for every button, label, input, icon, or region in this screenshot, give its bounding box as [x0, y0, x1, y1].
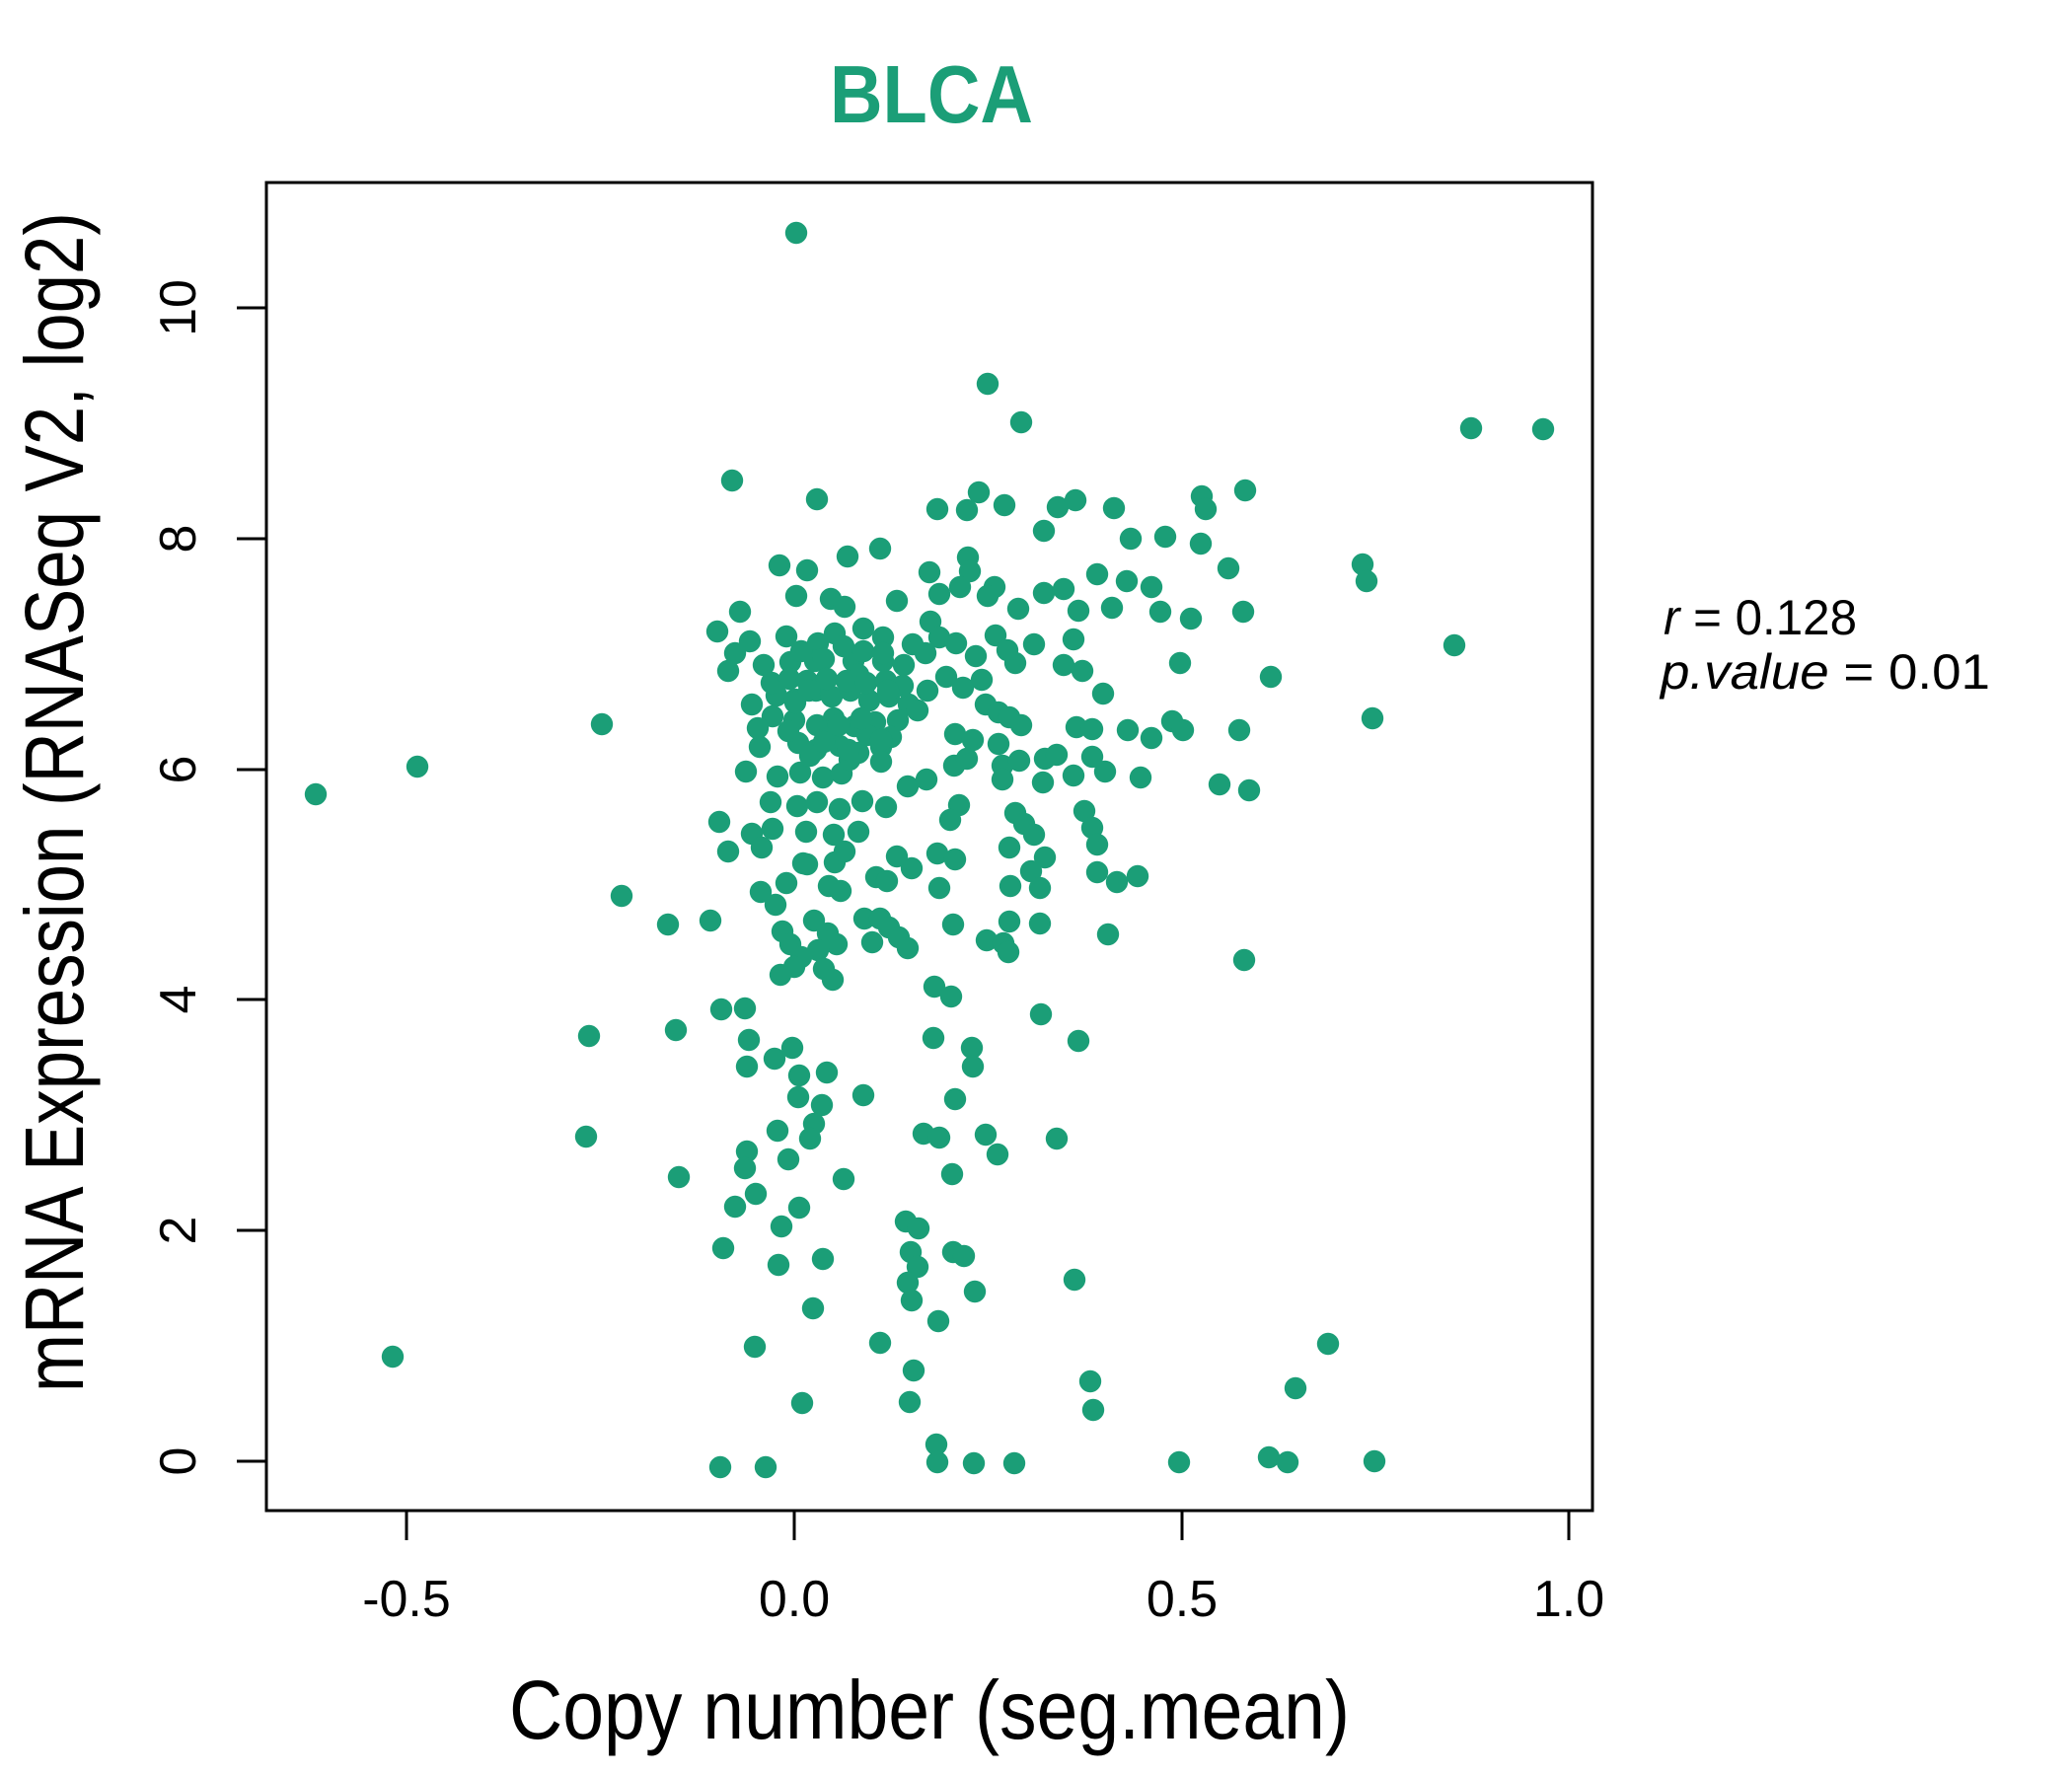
svg-text:Copy number (seg.mean): Copy number (seg.mean) [509, 1664, 1350, 1756]
svg-text:10: 10 [150, 279, 207, 336]
svg-text:2: 2 [150, 1217, 207, 1245]
svg-text:p.value = 0.01: p.value = 0.01 [1659, 644, 1990, 700]
svg-text:-0.5: -0.5 [362, 1571, 451, 1628]
svg-text:8: 8 [150, 525, 207, 554]
svg-text:0: 0 [150, 1447, 207, 1476]
svg-text:4: 4 [150, 986, 207, 1014]
svg-text:6: 6 [150, 756, 207, 784]
svg-text:BLCA: BLCA [830, 48, 1033, 140]
svg-text:mRNA Expression (RNASeq V2, lo: mRNA Expression (RNASeq V2, log2) [8, 212, 101, 1392]
svg-text:0.0: 0.0 [759, 1571, 830, 1628]
svg-text:1.0: 1.0 [1533, 1571, 1604, 1628]
svg-text:r = 0.128: r = 0.128 [1664, 590, 1857, 645]
svg-text:0.5: 0.5 [1147, 1571, 1218, 1628]
